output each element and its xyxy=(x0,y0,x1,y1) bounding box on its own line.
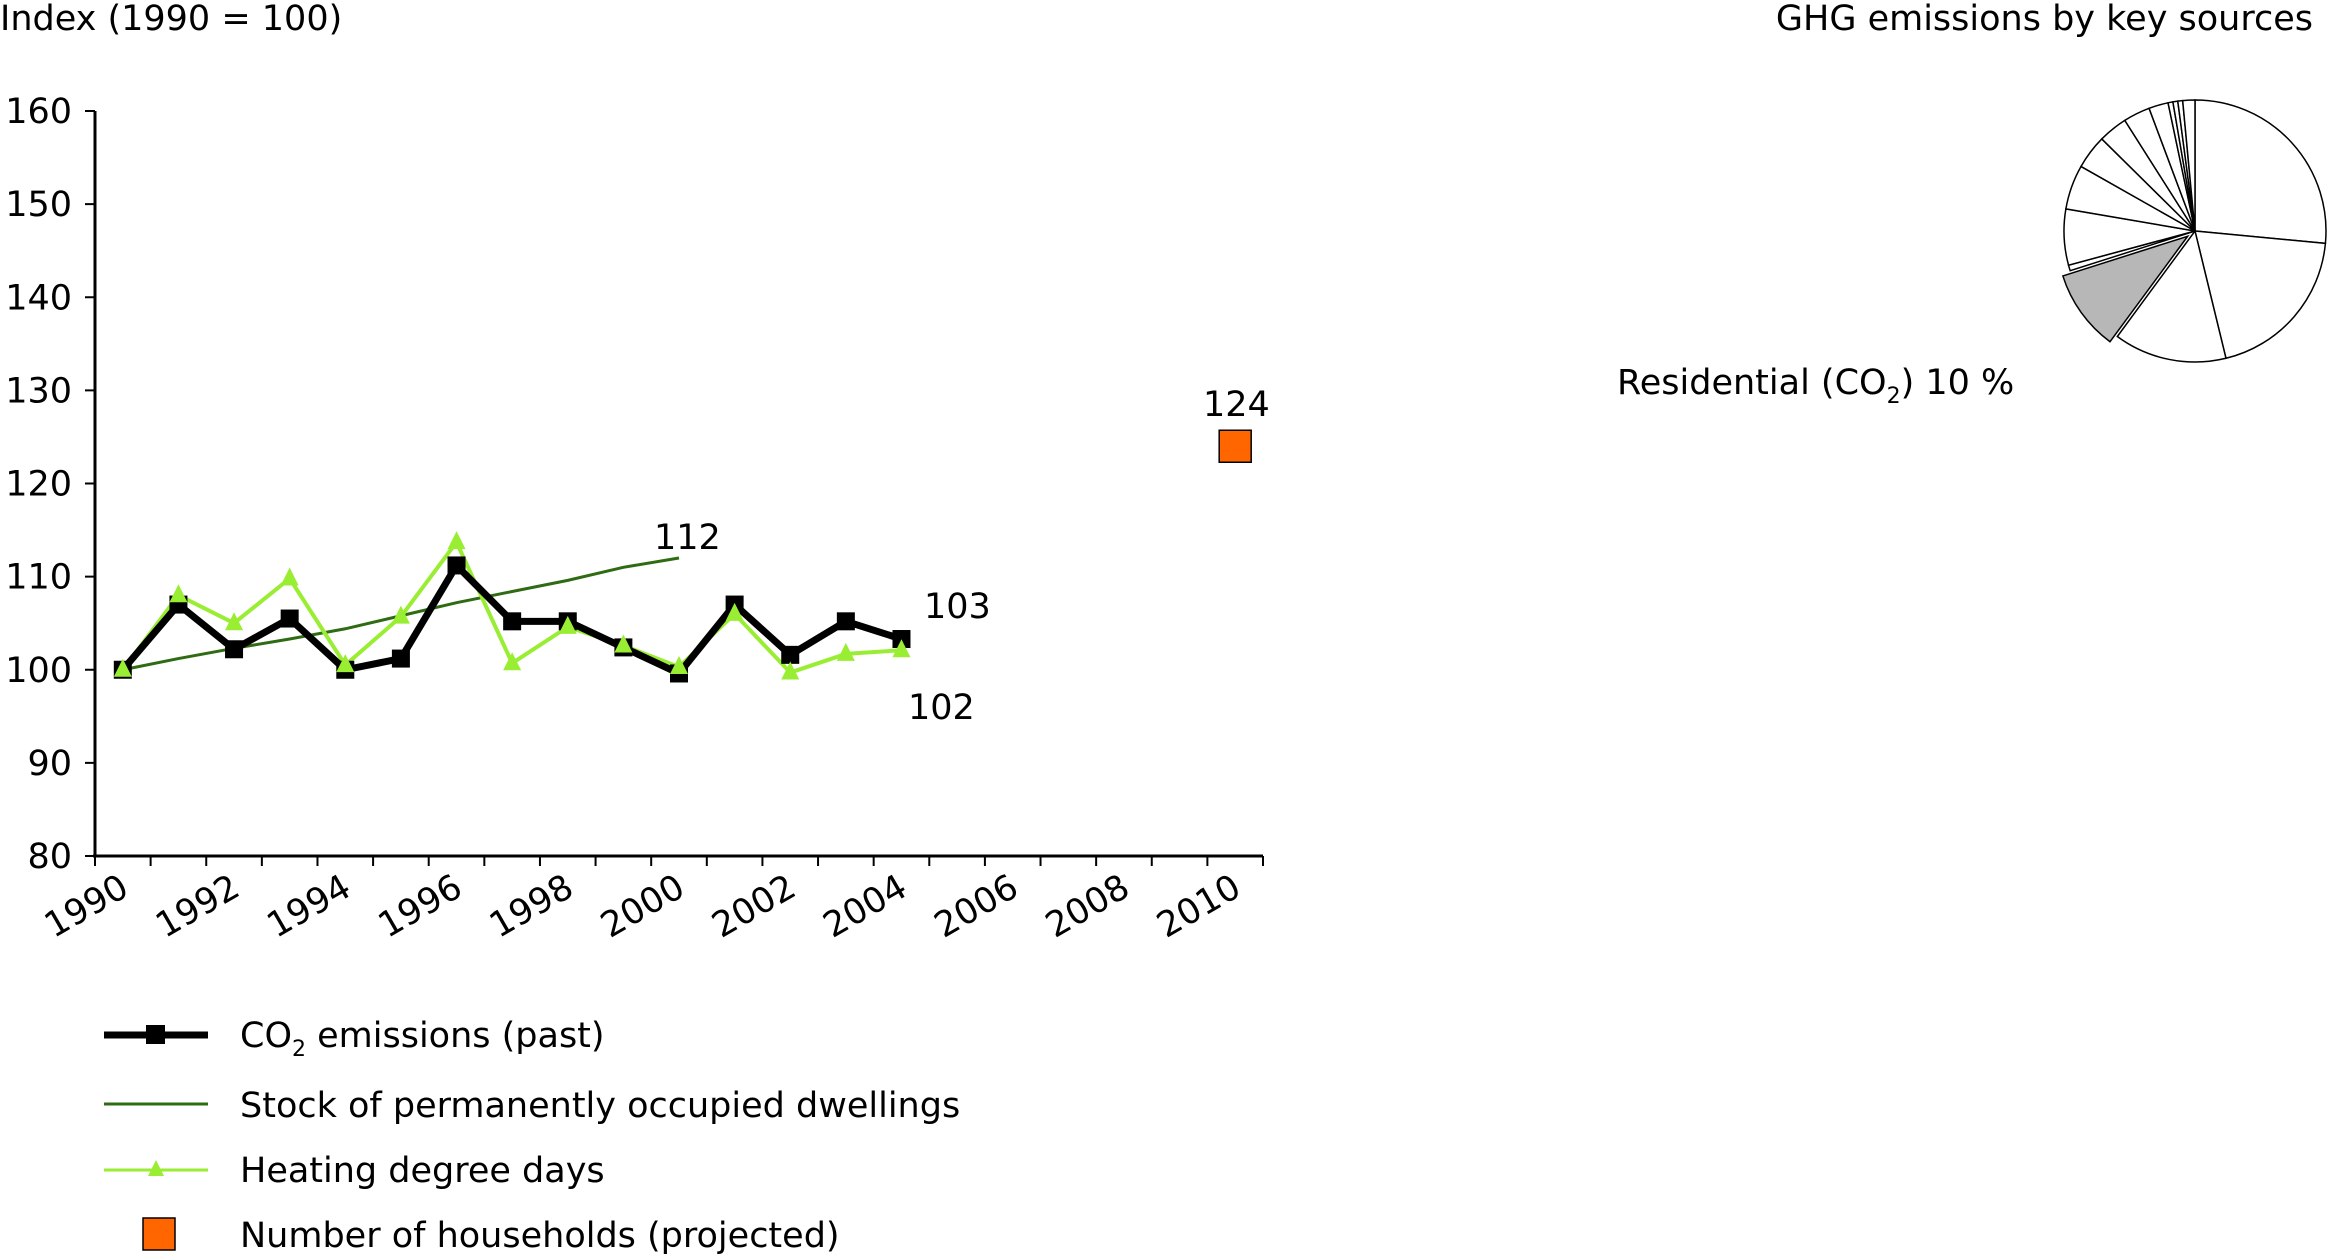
x-tick-label: 2000 xyxy=(594,867,691,946)
heating-degree-days-point xyxy=(670,655,688,674)
heating-degree-days-point xyxy=(391,605,410,624)
y-ticks: 80 90 100 110 120 130 140 150 160 xyxy=(5,92,95,877)
line-chart: Index (1990 = 100) 80 90 100 110 120 130 140 15… xyxy=(0,0,1270,946)
pie-slice xyxy=(2116,229,2227,363)
pie-slices xyxy=(2061,99,2327,363)
annotation-hdd-end: 102 xyxy=(908,688,975,728)
co2-point xyxy=(391,649,410,668)
pie-slice-residential xyxy=(2061,234,2190,343)
heating-degree-days-point xyxy=(113,658,132,677)
heating-degree-days-point xyxy=(169,584,188,603)
co2-point xyxy=(781,645,800,664)
heating-degree-days-point xyxy=(614,634,633,653)
x-tick-label: 2004 xyxy=(817,867,914,946)
heating-degree-days-point xyxy=(447,531,466,550)
y-tick-label: 150 xyxy=(5,185,72,225)
x-tick-label: 1998 xyxy=(483,867,580,946)
y-axis-label: Index (1990 = 100) xyxy=(0,0,342,39)
heating-degree-days-point xyxy=(558,615,577,634)
pie-title: GHG emissions by key sources xyxy=(1776,0,2313,39)
pie-slice xyxy=(2194,230,2327,360)
co2-point xyxy=(280,609,299,628)
x-tick-label: 1992 xyxy=(149,867,246,946)
x-tick-label: 2002 xyxy=(706,867,803,946)
legend-households-label: Number of households (projected) xyxy=(240,1216,840,1256)
households-projected-point xyxy=(1218,429,1252,463)
heating-degree-days-point xyxy=(781,661,800,680)
legend-hdd-label: Heating degree days xyxy=(240,1151,605,1191)
x-tick-label: 2006 xyxy=(928,867,1025,946)
y-tick-label: 140 xyxy=(5,278,72,318)
legend-households-marker xyxy=(142,1217,176,1251)
annotation-co2-end: 103 xyxy=(924,587,991,627)
x-tick-label: 1996 xyxy=(372,867,469,946)
legend-dwellings-label: Stock of permanently occupied dwellings xyxy=(240,1086,960,1126)
y-tick-label: 90 xyxy=(27,744,72,784)
x-tick-label: 1990 xyxy=(38,867,135,946)
co2-point xyxy=(447,556,466,575)
pie-chart: GHG emissions by key sources Residential… xyxy=(1617,0,2327,409)
annotation-households-2010: 124 xyxy=(1203,385,1270,425)
legend-co2-marker xyxy=(146,1025,165,1044)
pie-slice xyxy=(2194,99,2327,245)
pie-highlight-label: Residential (CO2) 10 % xyxy=(1617,363,2014,409)
x-tick-label: 2008 xyxy=(1039,867,1136,946)
heating-degree-days-point xyxy=(336,654,355,673)
co2-point xyxy=(503,612,522,631)
y-tick-label: 80 xyxy=(27,837,72,877)
heating-degree-days-point xyxy=(725,602,744,621)
x-ticks: 1990 1992 1994 1996 1998 2000 2002 2004 2006 2008… xyxy=(38,856,1264,946)
pie-slice xyxy=(2181,99,2196,232)
y-tick-label: 120 xyxy=(5,465,72,505)
series-markers xyxy=(113,429,1252,683)
legend-item-households: Number of households (projected) xyxy=(142,1216,840,1256)
y-tick-label: 160 xyxy=(5,92,72,132)
heating-degree-days-point xyxy=(892,639,911,658)
y-tick-label: 110 xyxy=(5,558,72,598)
legend-item-co2: CO2 emissions (past) xyxy=(104,1016,605,1062)
legend: CO2 emissions (past) Stock of permanentl… xyxy=(104,1016,960,1256)
heating-degree-days-point xyxy=(280,567,299,586)
heating-degree-days-point xyxy=(503,652,522,671)
co2-point xyxy=(225,640,244,659)
co2-point xyxy=(892,630,911,649)
annotation-dwellings-end: 112 xyxy=(654,518,721,558)
heating-degree-days-point xyxy=(225,612,244,631)
y-tick-label: 100 xyxy=(5,651,72,691)
co2-point xyxy=(836,612,855,631)
legend-item-dwellings: Stock of permanently occupied dwellings xyxy=(104,1086,960,1126)
legend-co2-label: CO2 emissions (past) xyxy=(240,1016,605,1062)
x-tick-label: 1994 xyxy=(261,867,358,946)
legend-hdd-marker xyxy=(148,1160,164,1176)
heating-degree-days-point xyxy=(836,642,855,661)
y-tick-label: 130 xyxy=(5,371,72,411)
legend-item-hdd: Heating degree days xyxy=(104,1151,605,1191)
x-tick-label: 2010 xyxy=(1151,867,1248,946)
